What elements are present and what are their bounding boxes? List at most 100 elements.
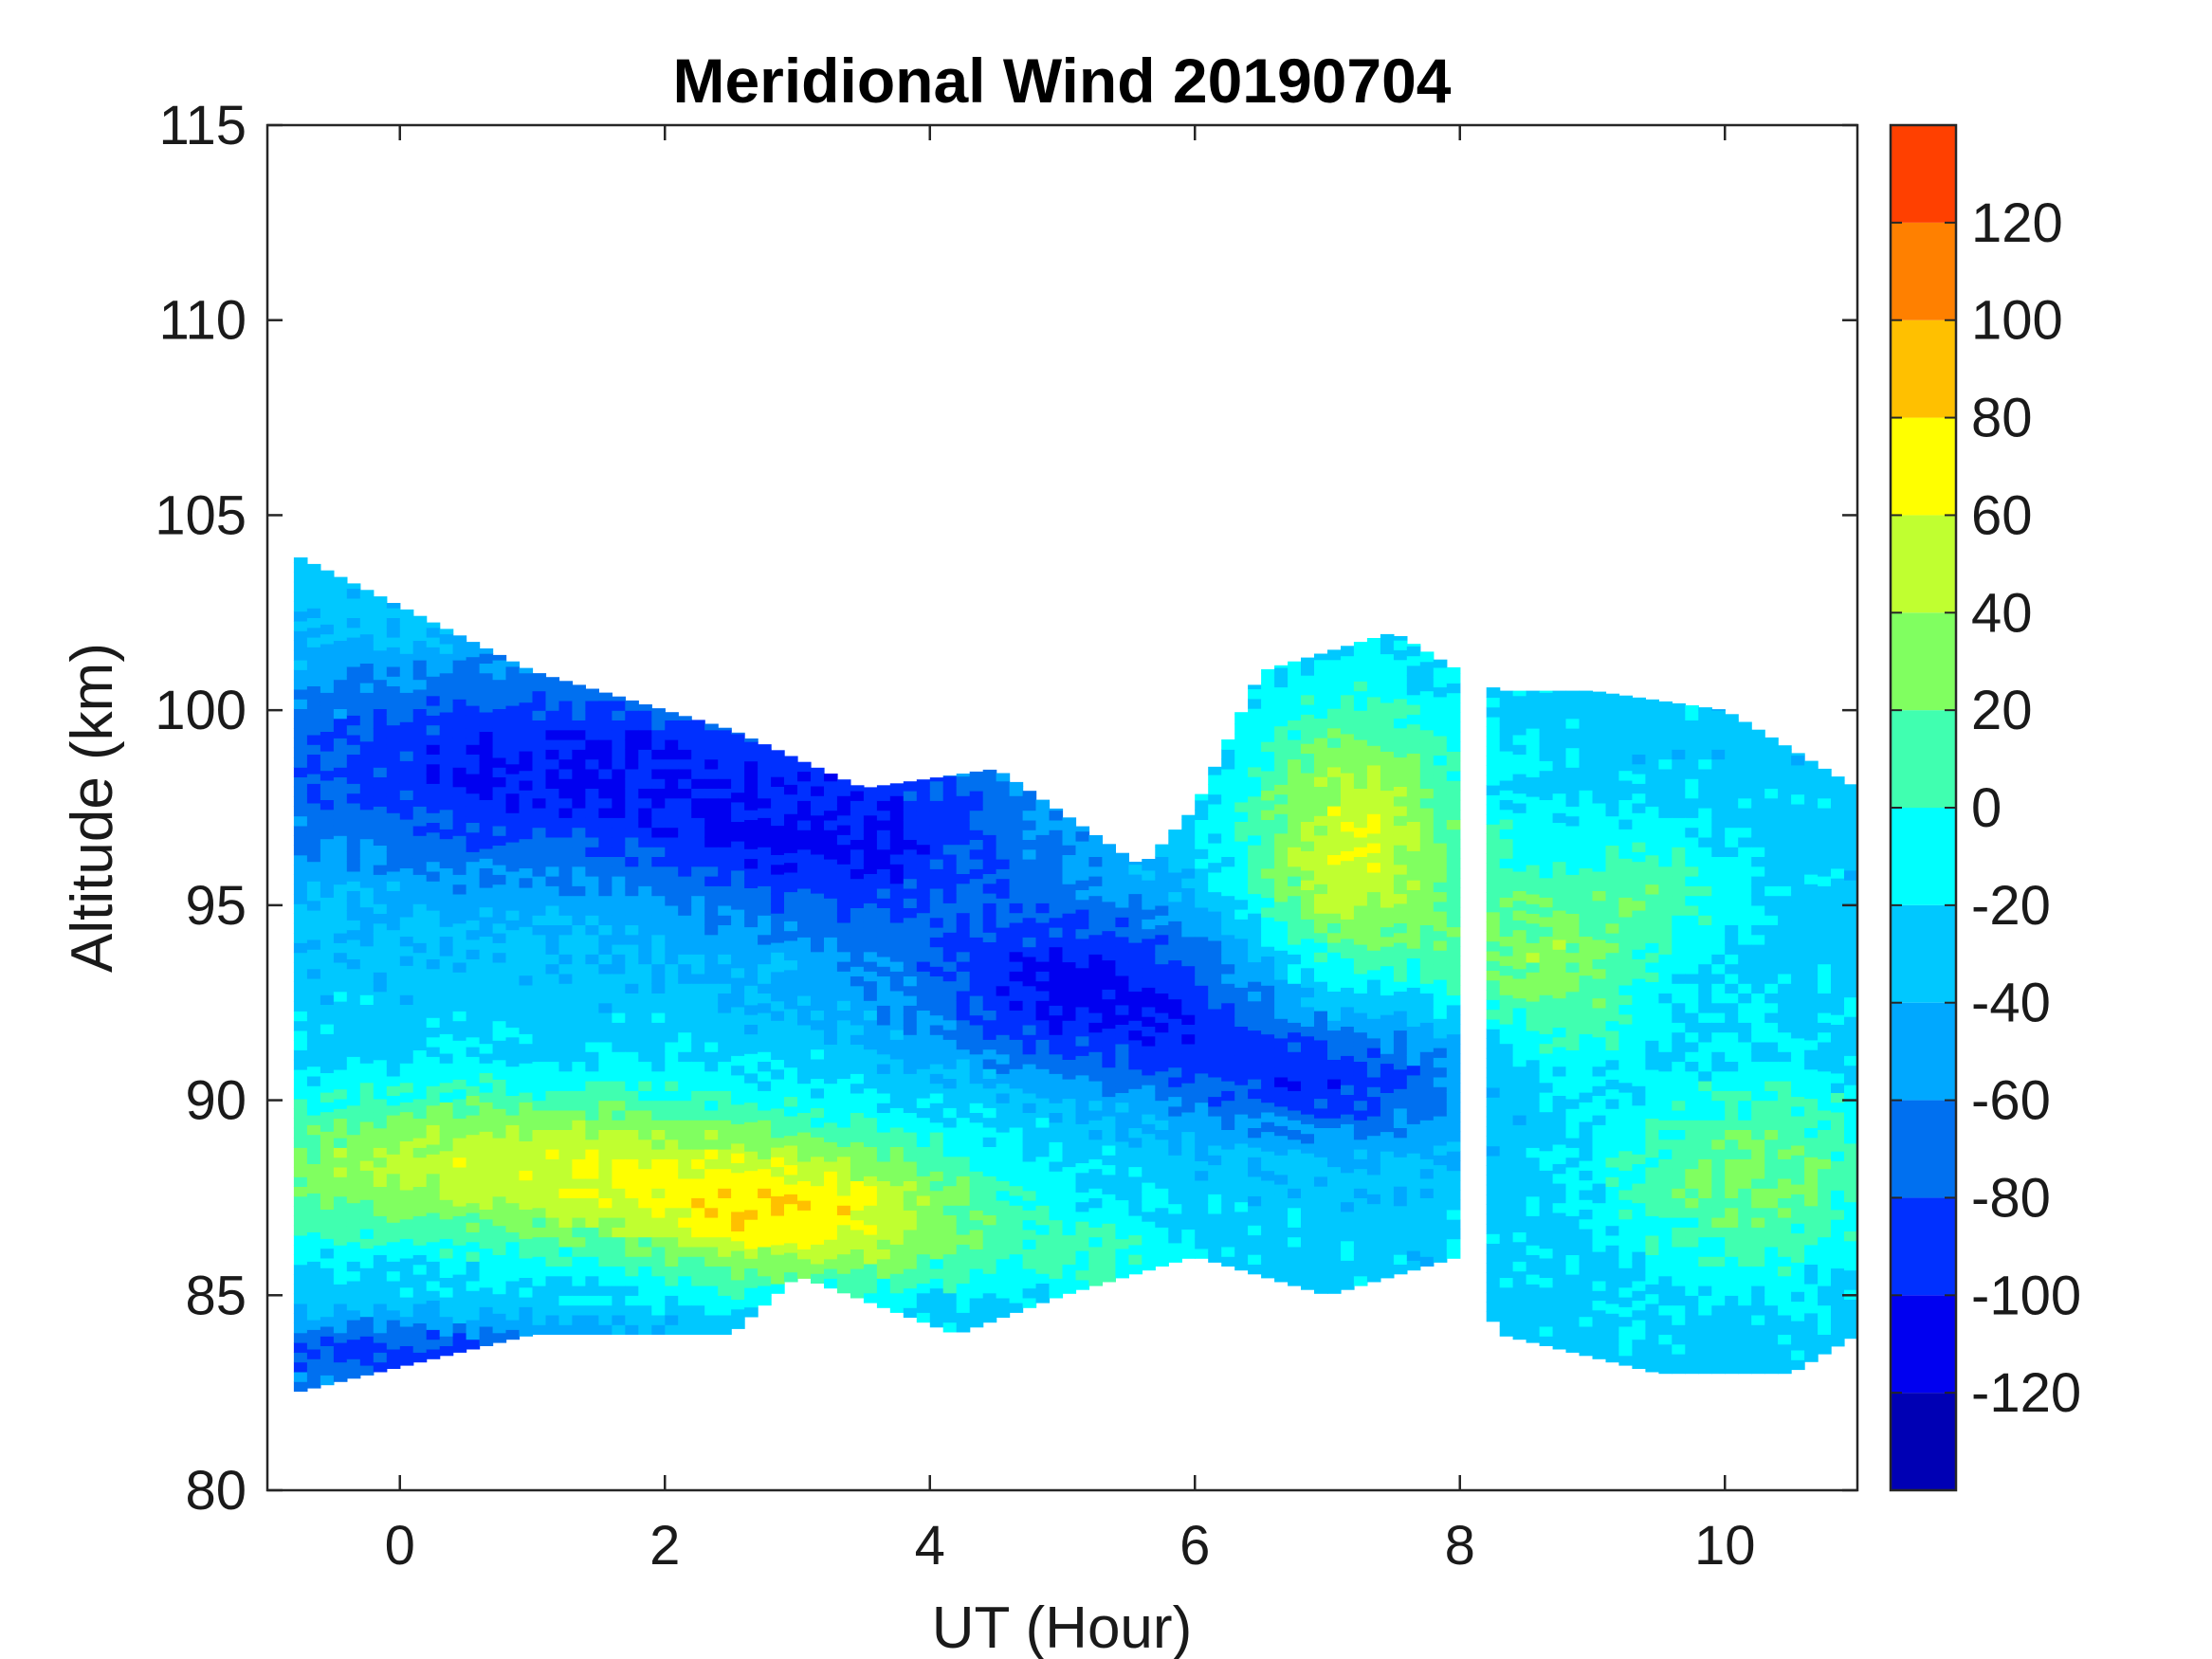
wind-cell <box>598 885 612 897</box>
wind-cell <box>1062 941 1077 953</box>
wind-cell <box>572 1177 586 1189</box>
wind-cell <box>704 954 719 965</box>
wind-cell <box>320 643 335 654</box>
wind-cell <box>572 1051 586 1062</box>
wind-cell <box>346 1222 361 1232</box>
wind-cell <box>558 1012 574 1023</box>
wind-cell <box>320 790 335 800</box>
wind-cell <box>598 1168 612 1179</box>
wind-cell <box>505 958 521 970</box>
wind-cell <box>293 922 308 934</box>
wind-cell <box>1155 944 1169 955</box>
wind-cell <box>399 1325 414 1337</box>
wind-cell <box>638 1295 652 1306</box>
wind-cell <box>598 983 612 994</box>
wind-cell <box>704 749 719 760</box>
wind-cell <box>558 885 574 897</box>
wind-cell <box>784 891 798 902</box>
wind-cell <box>558 739 574 750</box>
wind-cell <box>863 990 878 1001</box>
wind-cell <box>293 1079 308 1090</box>
wind-cell <box>863 1098 878 1108</box>
wind-cell <box>996 1112 1011 1123</box>
wind-cell <box>1261 956 1275 967</box>
wind-cell <box>1274 1184 1289 1194</box>
wind-cell <box>439 1199 454 1210</box>
wind-cell <box>916 1058 931 1069</box>
wind-cell <box>1301 1279 1315 1290</box>
wind-cell <box>466 647 481 658</box>
wind-cell <box>505 997 521 1009</box>
wind-cell <box>346 1368 361 1379</box>
wind-cell <box>996 773 1011 782</box>
wind-cell <box>1115 858 1129 869</box>
wind-cell <box>466 1290 481 1301</box>
wind-cell <box>876 1024 891 1035</box>
wind-cell <box>1288 768 1302 779</box>
wind-cell <box>678 904 692 916</box>
wind-cell <box>1022 1258 1037 1269</box>
wind-cell <box>1009 1283 1024 1294</box>
wind-cell <box>744 1170 759 1181</box>
wind-cell <box>1327 1098 1342 1109</box>
wind-cell <box>1341 782 1355 793</box>
wind-cell <box>466 1222 481 1232</box>
wind-cell <box>1274 706 1289 717</box>
wind-cell <box>1009 1244 1024 1255</box>
wind-cell <box>1128 1098 1143 1109</box>
wind-cell <box>1221 1227 1235 1238</box>
wind-cell <box>1049 1064 1064 1074</box>
wind-cell <box>1274 1037 1289 1048</box>
wind-cell <box>969 1064 984 1074</box>
wind-cell <box>1168 832 1182 844</box>
wind-cell <box>1062 1088 1077 1100</box>
wind-cell <box>452 1293 467 1304</box>
wind-cell <box>889 853 905 865</box>
wind-cell <box>439 1286 454 1298</box>
wind-cell <box>306 1143 321 1155</box>
wind-cell <box>1208 1155 1222 1166</box>
wind-cell <box>545 1012 560 1023</box>
wind-cell <box>466 822 481 833</box>
wind-cell <box>426 637 441 647</box>
wind-cell <box>505 1212 521 1223</box>
wind-cell <box>982 1244 997 1255</box>
wind-cell <box>585 710 599 720</box>
wind-cell <box>969 1132 984 1142</box>
wind-cell <box>1288 1002 1302 1013</box>
wind-cell <box>333 1342 348 1353</box>
wind-cell <box>1035 1244 1051 1255</box>
wind-cell <box>359 1209 375 1220</box>
wind-cell <box>691 836 705 848</box>
wind-cell <box>466 929 481 940</box>
wind-cell <box>1261 936 1275 947</box>
wind-cell <box>651 915 666 925</box>
wind-cell <box>1353 778 1368 789</box>
wind-cell <box>426 676 441 686</box>
wind-cell <box>1314 1127 1328 1139</box>
wind-cell <box>612 904 626 916</box>
wind-cell <box>771 1264 785 1275</box>
wind-cell <box>505 1017 521 1028</box>
wind-cell <box>1248 1195 1262 1207</box>
wind-cell <box>612 1314 626 1325</box>
wind-cell <box>929 1171 944 1181</box>
wind-cell <box>863 1048 878 1060</box>
wind-cell <box>1075 909 1090 920</box>
wind-cell <box>373 1059 388 1070</box>
wind-cell <box>439 1218 454 1230</box>
wind-cell <box>1022 819 1037 830</box>
wind-cell <box>346 1212 361 1223</box>
wind-cell <box>1115 1033 1129 1045</box>
wind-cell <box>532 1266 547 1277</box>
wind-cell <box>1195 1043 1209 1054</box>
wind-cell <box>505 783 521 794</box>
wind-cell <box>412 630 428 641</box>
wind-cell <box>1261 1209 1275 1220</box>
wind-cell <box>558 1061 574 1072</box>
wind-cell <box>373 1225 388 1236</box>
wind-cell <box>1314 815 1328 827</box>
wind-cell <box>1115 936 1129 947</box>
wind-cell <box>678 749 692 760</box>
wind-cell <box>1075 938 1090 949</box>
